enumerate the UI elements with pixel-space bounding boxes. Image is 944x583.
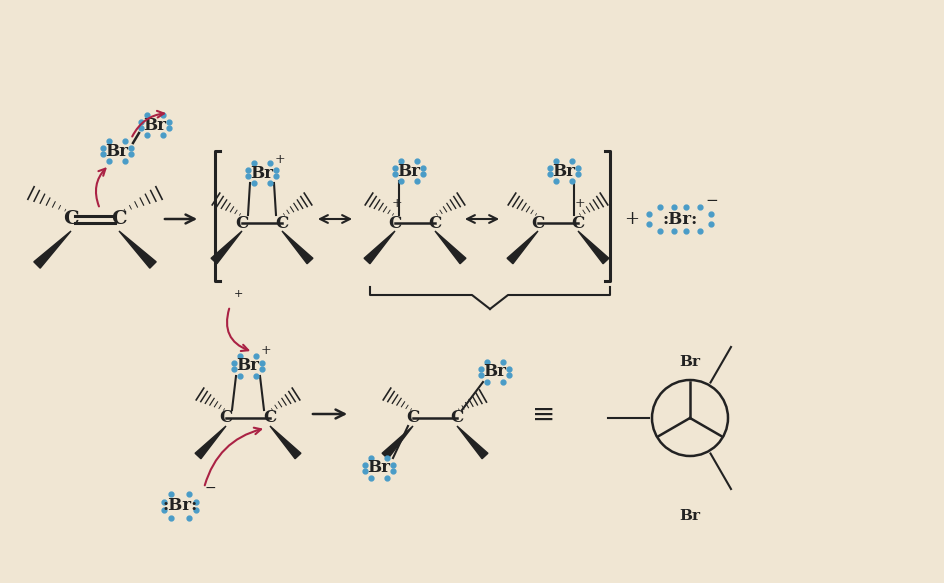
Text: C: C bbox=[450, 409, 464, 427]
Text: Br: Br bbox=[483, 363, 506, 381]
Text: C: C bbox=[263, 409, 277, 427]
Text: +: + bbox=[624, 210, 639, 228]
Text: C: C bbox=[406, 409, 419, 427]
Text: C: C bbox=[428, 215, 441, 231]
Polygon shape bbox=[507, 231, 537, 264]
Text: Br: Br bbox=[552, 163, 575, 180]
Polygon shape bbox=[363, 231, 395, 264]
Text: C: C bbox=[111, 210, 126, 228]
Polygon shape bbox=[194, 426, 226, 459]
Text: Br: Br bbox=[250, 164, 273, 181]
Polygon shape bbox=[457, 426, 487, 459]
Text: −: − bbox=[204, 481, 215, 495]
Text: :Br:: :Br: bbox=[162, 497, 197, 515]
Text: Br: Br bbox=[397, 163, 420, 180]
Text: +: + bbox=[391, 196, 402, 209]
Text: C: C bbox=[275, 215, 288, 231]
Polygon shape bbox=[119, 231, 156, 268]
Text: C: C bbox=[63, 210, 78, 228]
Text: C: C bbox=[388, 215, 401, 231]
Text: C: C bbox=[531, 215, 544, 231]
Text: $\equiv$: $\equiv$ bbox=[526, 401, 553, 427]
Text: C: C bbox=[571, 215, 584, 231]
Polygon shape bbox=[281, 231, 312, 264]
Text: −: − bbox=[705, 194, 717, 208]
Text: Br: Br bbox=[106, 142, 128, 160]
Polygon shape bbox=[434, 231, 465, 264]
Polygon shape bbox=[34, 231, 71, 268]
Polygon shape bbox=[381, 426, 413, 459]
Text: C: C bbox=[219, 409, 232, 427]
Text: +: + bbox=[275, 153, 285, 166]
Text: +: + bbox=[233, 289, 243, 299]
Text: Br: Br bbox=[679, 355, 700, 369]
Text: :Br:: :Br: bbox=[662, 210, 697, 227]
Polygon shape bbox=[211, 231, 242, 264]
Text: Br: Br bbox=[143, 117, 166, 134]
Text: Br: Br bbox=[679, 509, 700, 523]
Text: Br: Br bbox=[236, 357, 260, 374]
Text: C: C bbox=[235, 215, 248, 231]
Text: +: + bbox=[261, 343, 271, 356]
Polygon shape bbox=[270, 426, 300, 459]
Polygon shape bbox=[578, 231, 608, 264]
Text: +: + bbox=[574, 196, 584, 209]
Text: Br: Br bbox=[367, 459, 390, 476]
